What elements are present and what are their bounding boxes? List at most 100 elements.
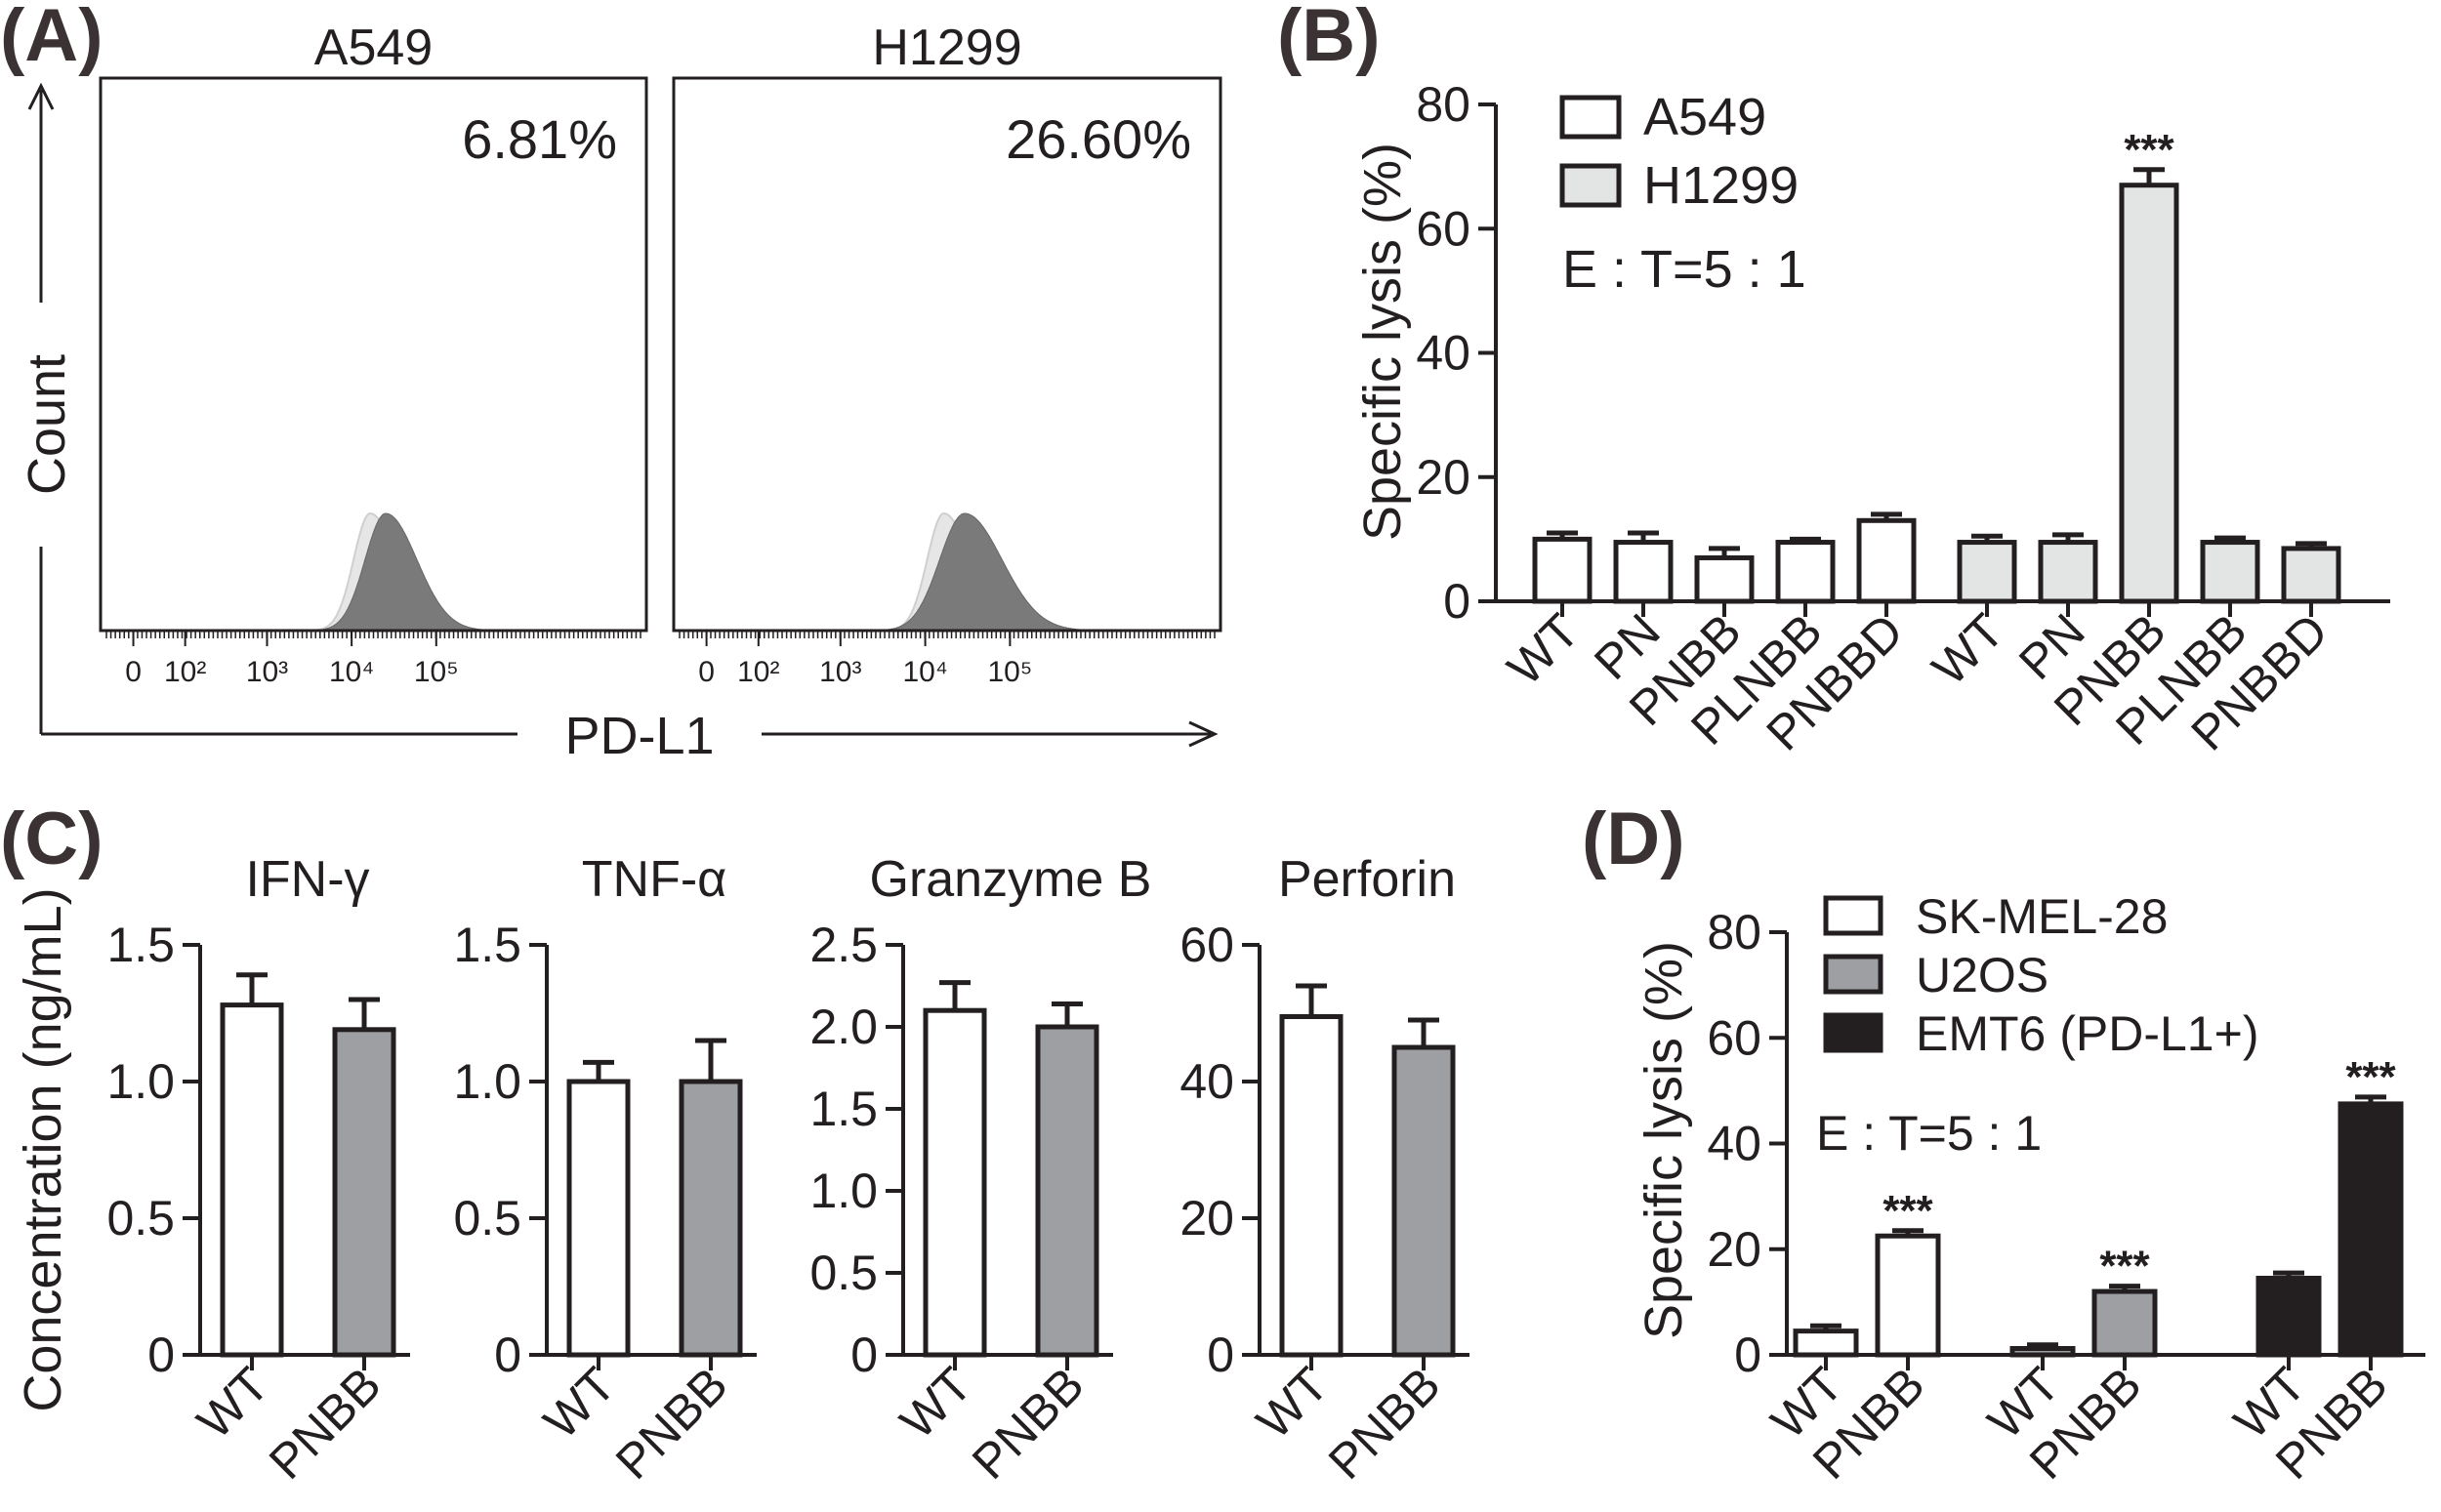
positive-percentage: 26.60%	[1006, 108, 1191, 170]
panel-c-2-y-tick-label: 0	[850, 1328, 878, 1382]
panel-b-y-tick-label: 40	[1416, 326, 1470, 381]
panel-label-b: (B)	[1277, 0, 1381, 77]
panel-c-0-pnbb-bar	[332, 1027, 396, 1358]
panel-label-a: (A)	[0, 0, 103, 77]
panel-c-3-y-tick-label: 0	[1207, 1328, 1234, 1382]
panel-c-2-wt-bar	[923, 1007, 987, 1358]
legend-swatch	[1559, 95, 1622, 140]
panel-c-0-x-tick-label: WT	[186, 1357, 279, 1450]
panel-c-cytokine-charts: Concentration (ng/mL) 00.51.01.5IFN-γWTPN…	[14, 851, 1469, 1490]
panel-c-1-pnbb-bar	[679, 1079, 743, 1358]
panel-b-a549-bar	[1532, 536, 1593, 604]
panel-c-0-y-tick-label: 0	[147, 1328, 175, 1382]
panel-c-1-y-tick-label: 1.5	[453, 918, 521, 972]
legend-swatch	[1823, 895, 1883, 936]
panel-d-y-tick-label: 60	[1707, 1010, 1761, 1065]
pdl1-histogram	[849, 512, 1100, 632]
x-tick-label: 10⁴	[329, 656, 374, 688]
panel-c-1-x-tick-label: WT	[533, 1357, 626, 1450]
panel-b-x-tick-label: WT	[1497, 603, 1590, 696]
panel-b-a549-bar	[1856, 517, 1917, 604]
panel-b-h1299-bar	[2200, 540, 2260, 604]
significance-stars: ***	[2124, 126, 2174, 174]
panel-b-y-tick-label: 0	[1443, 574, 1470, 629]
panel-d-series-1-bar	[2091, 1288, 2158, 1358]
panel-b-y-tick-label: 20	[1416, 450, 1470, 505]
histogram-title: A549	[314, 20, 433, 76]
legend-label: SK-MEL-28	[1916, 889, 2168, 944]
x-tick-label: 10³	[246, 656, 288, 688]
significance-stars: ***	[2345, 1053, 2396, 1101]
panel-c-3-x-tick-label: WT	[1246, 1357, 1339, 1450]
panel-c-2-y-tick-label: 0.5	[809, 1246, 878, 1300]
panel-c-3-pnbb-bar	[1391, 1044, 1456, 1358]
pdl1-label-bg	[517, 705, 762, 763]
panel-b-h1299-bar	[2119, 183, 2179, 604]
x-tick-label: 10⁵	[414, 656, 459, 688]
pdl1-histogram	[276, 512, 526, 632]
panel-b-h1299-bar	[1957, 540, 2017, 604]
pdl1-axis-arrow	[1188, 720, 1219, 748]
count-label-bg	[20, 303, 64, 547]
effector-target-ratio: E : T=5 : 1	[1562, 240, 1806, 299]
panel-a-flow-histograms: Count PD-L1 A549 6.81% 0 10² 10³ 10⁴ 10⁵ H1299 26.…	[18, 20, 1222, 765]
panel-b-a549-bar	[1775, 540, 1836, 604]
panel-d-y-tick-label: 20	[1707, 1222, 1761, 1277]
positive-percentage: 6.81%	[462, 108, 617, 170]
panel-d-y-tick-label: 40	[1707, 1117, 1761, 1171]
panel-c-1-wt-bar	[566, 1079, 631, 1358]
panel-c-3-y-tick-label: 60	[1179, 918, 1234, 972]
panel-b-x-tick-label: WT	[1922, 603, 2014, 696]
panel-c-3-x-tick-label: PNBB	[1318, 1357, 1451, 1490]
panel-b-a549-bar	[1694, 554, 1755, 604]
count-axis-label: Count	[18, 354, 76, 495]
panel-c-1-x-tick-label: PNBB	[605, 1357, 738, 1490]
panel-b-y-axis-label: Specific lysis (%)	[1353, 143, 1412, 541]
panel-d-series-2-bar	[2255, 1276, 2322, 1358]
histogram-title: H1299	[872, 20, 1021, 76]
cytokine-title: IFN-γ	[245, 851, 369, 908]
legend-label: U2OS	[1916, 948, 2048, 1002]
legend-swatch	[1823, 1012, 1883, 1053]
x-tick-label: 0	[698, 656, 715, 688]
panel-c-1-y-tick-label: 1.0	[453, 1054, 521, 1109]
panel-d-y-tick-label: 80	[1707, 905, 1761, 960]
panel-c-2-x-tick-label: WT	[890, 1357, 982, 1450]
panel-b-y-tick-label: 60	[1416, 201, 1470, 256]
panel-c-2-y-tick-label: 1.0	[809, 1164, 878, 1218]
panel-b-y-tick-label: 80	[1416, 77, 1470, 132]
panel-b-a549-bar	[1613, 540, 1674, 604]
count-axis-arrow	[27, 82, 55, 110]
x-tick-label: 10⁵	[987, 656, 1032, 688]
panel-label-d: (D)	[1582, 797, 1685, 880]
legend-label: A549	[1643, 88, 1766, 146]
panel-c-2-x-tick-label: PNBB	[962, 1357, 1095, 1490]
panel-d-y-tick-label: 0	[1734, 1328, 1761, 1382]
panel-b-h1299-bar	[2281, 546, 2341, 604]
x-tick-label: 0	[125, 656, 142, 688]
cytokine-title: Granzyme B	[870, 851, 1152, 908]
panel-d-y-axis-label: Specific lysis (%)	[1634, 941, 1693, 1339]
legend-swatch	[1559, 163, 1622, 208]
panel-d-series-1-bar	[2009, 1346, 2076, 1358]
x-tick-label: 10²	[737, 656, 779, 688]
panel-c-0-y-tick-label: 1.0	[106, 1054, 175, 1109]
panel-c-0-wt-bar	[220, 1002, 284, 1358]
x-tick-label: 10⁴	[902, 656, 947, 688]
legend-label: EMT6 (PD-L1+)	[1916, 1006, 2258, 1061]
effector-target-ratio: E : T=5 : 1	[1816, 1106, 2042, 1161]
panel-c-1-y-tick-label: 0	[494, 1328, 521, 1382]
cytokine-title: TNF-α	[582, 851, 726, 908]
panel-d-series-0-bar	[1793, 1328, 1859, 1358]
significance-stars: ***	[1882, 1187, 1933, 1235]
x-tick-label: 10³	[819, 656, 861, 688]
panel-label-c: (C)	[0, 797, 103, 880]
panel-c-1-y-tick-label: 0.5	[453, 1191, 521, 1246]
cytokine-title: Perforin	[1278, 851, 1456, 908]
panel-c-y-axis-label: Concentration (ng/mL)	[14, 887, 72, 1411]
legend-swatch	[1823, 954, 1883, 995]
panel-c-0-x-tick-label: PNBB	[259, 1357, 392, 1490]
